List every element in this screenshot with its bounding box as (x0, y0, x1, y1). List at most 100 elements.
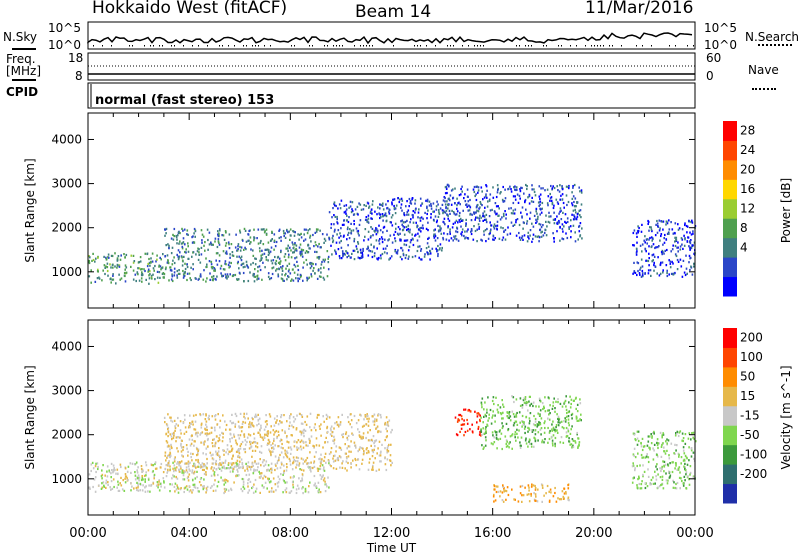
data-cell (270, 444, 272, 447)
data-cell (537, 412, 539, 415)
data-cell (370, 208, 373, 211)
data-cell (498, 207, 500, 210)
data-cell (495, 431, 498, 434)
data-cell (210, 263, 213, 266)
data-cell (248, 473, 251, 476)
data-cell (685, 456, 688, 459)
data-cell (399, 255, 402, 259)
data-cell (293, 445, 296, 448)
data-cell (386, 446, 389, 449)
data-cell (651, 230, 653, 233)
data-cell (357, 229, 360, 233)
data-cell (244, 265, 246, 268)
data-cell (409, 228, 411, 231)
data-cell (317, 269, 320, 272)
data-cell (240, 263, 243, 267)
data-cell (204, 464, 207, 467)
data-cell (249, 440, 251, 443)
panel-frame (87, 319, 696, 516)
data-cell (663, 460, 666, 463)
data-cell (272, 442, 274, 445)
data-cell (635, 251, 638, 254)
data-cell (241, 440, 244, 444)
data-cell (401, 229, 404, 232)
data-cell (221, 461, 223, 464)
data-cell (682, 449, 685, 452)
data-cell (174, 467, 176, 470)
data-cell (369, 250, 372, 253)
data-cell (196, 448, 198, 451)
data-cell (636, 241, 638, 244)
data-cell (681, 238, 684, 241)
data-cell (165, 227, 168, 230)
data-cell (348, 237, 351, 240)
data-cell (328, 238, 331, 241)
data-cell (136, 471, 139, 474)
data-cell (491, 208, 493, 211)
data-cell (436, 219, 438, 222)
data-cell (486, 227, 488, 231)
data-cell (298, 477, 300, 480)
data-cell (207, 238, 209, 242)
data-cell (433, 236, 436, 239)
data-cell (483, 446, 485, 449)
data-cell (222, 432, 224, 435)
data-cell (231, 463, 233, 466)
data-cell (221, 479, 224, 482)
data-cell (217, 234, 220, 238)
data-cell (137, 474, 140, 477)
data-cell (297, 447, 300, 450)
noise-sky-trace (87, 32, 693, 45)
data-cell (460, 225, 462, 228)
data-cell (162, 253, 164, 256)
data-cell (347, 434, 350, 438)
data-cell (349, 228, 351, 231)
data-cell (473, 212, 476, 215)
data-cell (378, 242, 381, 245)
data-cell (420, 248, 423, 251)
data-cell (236, 255, 238, 258)
data-cell (254, 441, 257, 444)
data-cell (375, 233, 378, 236)
data-cell (116, 468, 119, 471)
data-cell (405, 205, 407, 208)
data-cell (573, 218, 576, 221)
data-cell (466, 422, 469, 425)
data-cell (333, 223, 335, 226)
data-cell (631, 465, 634, 468)
data-cell (224, 467, 226, 470)
data-cell (172, 461, 174, 464)
data-cell (193, 241, 196, 244)
data-cell (540, 433, 542, 436)
data-cell (241, 466, 243, 469)
data-cell (501, 238, 504, 242)
data-cell (301, 477, 303, 480)
data-cell (245, 412, 248, 415)
data-cell (347, 455, 350, 458)
data-cell (428, 200, 431, 203)
data-cell (360, 256, 363, 259)
data-cell (415, 221, 417, 224)
data-cell (347, 416, 349, 419)
data-cell (212, 489, 215, 492)
data-cell (361, 251, 364, 254)
noise-search-dot (693, 45, 694, 47)
data-cell (444, 223, 446, 226)
data-cell (205, 257, 207, 260)
data-cell (219, 434, 221, 437)
data-cell (538, 222, 540, 226)
data-cell (367, 450, 370, 453)
data-cell (526, 185, 528, 188)
data-cell (332, 207, 334, 210)
data-cell (657, 442, 659, 445)
data-cell (187, 257, 189, 260)
data-cell (193, 483, 196, 486)
data-cell (241, 463, 244, 466)
data-cell (505, 445, 508, 448)
data-cell (259, 476, 262, 479)
data-cell (278, 228, 281, 231)
data-cell (267, 432, 269, 435)
data-cell (403, 214, 406, 217)
data-cell (225, 451, 227, 454)
y-tick-label: 1000 (51, 265, 82, 279)
